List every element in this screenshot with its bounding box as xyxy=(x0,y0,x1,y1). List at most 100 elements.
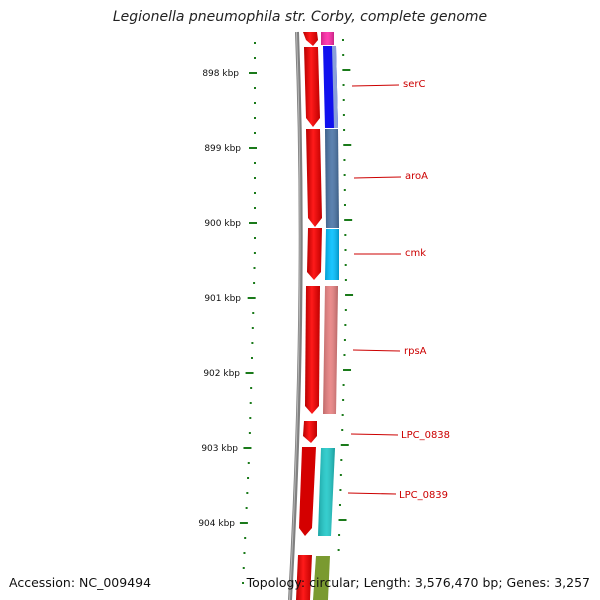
minor-tick-left xyxy=(246,492,249,494)
major-tick-right xyxy=(343,144,352,146)
tick-label: 898 kbp xyxy=(202,69,239,79)
minor-tick-left xyxy=(254,42,256,44)
minor-tick-left xyxy=(254,87,256,89)
gene-label-LPC_0839[interactable]: LPC_0839 xyxy=(399,490,448,501)
gene-shade xyxy=(325,229,339,280)
cds-arrow[interactable] xyxy=(304,47,320,127)
minor-tick-left xyxy=(250,357,253,359)
accession-text: Accession: NC_009494 xyxy=(9,575,152,590)
minor-tick-right xyxy=(343,159,346,161)
gene-shade xyxy=(321,32,334,45)
minor-tick-right xyxy=(342,399,345,401)
minor-tick-right xyxy=(343,174,346,176)
cds-arrow[interactable] xyxy=(305,286,320,414)
minor-tick-right xyxy=(344,249,347,251)
major-tick-left xyxy=(245,372,254,374)
minor-tick-right xyxy=(341,414,344,416)
minor-tick-right xyxy=(342,84,345,86)
forward-strand-track xyxy=(296,32,322,600)
minor-tick-left xyxy=(249,402,252,404)
minor-tick-left xyxy=(247,462,250,464)
leader-line xyxy=(353,176,402,179)
gene-label-LPC_0838[interactable]: LPC_0838 xyxy=(401,430,450,441)
cds-arrow[interactable] xyxy=(303,32,318,46)
topology-text: Topology: circular; Length: 3,576,470 bp… xyxy=(246,575,590,590)
gene-label-rpsA[interactable]: rpsA xyxy=(404,346,427,357)
gene-track xyxy=(313,32,339,600)
leader-line xyxy=(350,433,399,436)
major-tick-right xyxy=(345,294,354,296)
cds-arrow[interactable] xyxy=(299,447,316,536)
minor-tick-left xyxy=(254,132,256,134)
gene-labels: serC aroA cmk rpsA LPC_0838 LPC_0839 xyxy=(347,79,450,501)
minor-tick-left xyxy=(253,282,256,284)
minor-tick-left xyxy=(254,162,256,164)
gene-label-serC[interactable]: serC xyxy=(403,79,425,90)
minor-tick-left xyxy=(242,582,245,584)
gene-shade xyxy=(323,286,338,414)
minor-tick-left xyxy=(244,537,247,539)
major-tick-left xyxy=(249,147,257,149)
gene-label-aroA[interactable]: aroA xyxy=(405,171,428,182)
minor-tick-right xyxy=(339,489,342,491)
major-tick-right xyxy=(342,69,351,71)
leader-line xyxy=(352,349,401,352)
tick-label: 902 kbp xyxy=(203,369,240,379)
minor-tick-left xyxy=(243,552,246,554)
minor-tick-right xyxy=(343,339,346,341)
major-tick-right xyxy=(343,369,352,371)
minor-tick-left xyxy=(247,477,250,479)
minor-tick-right xyxy=(338,534,341,536)
major-tick-right xyxy=(340,444,349,446)
minor-tick-right xyxy=(342,54,345,56)
minor-tick-left xyxy=(254,237,256,239)
minor-tick-left xyxy=(254,177,256,179)
gene-shade xyxy=(325,129,339,228)
minor-tick-right xyxy=(342,384,345,386)
minor-tick-left xyxy=(248,432,251,434)
cds-arrow[interactable] xyxy=(306,129,322,227)
tick-label: 903 kbp xyxy=(201,444,238,454)
minor-tick-right xyxy=(342,99,345,101)
minor-tick-right xyxy=(344,324,347,326)
minor-tick-left xyxy=(250,387,253,389)
minor-tick-left xyxy=(254,192,256,194)
gene-label-cmk[interactable]: cmk xyxy=(405,248,426,259)
minor-tick-right xyxy=(343,129,346,131)
genome-backbone xyxy=(288,31,303,600)
minor-tick-left xyxy=(242,567,245,569)
tick-labels: 898 kbp 899 kbp 900 kbp 901 kbp 902 kbp … xyxy=(198,69,241,529)
leader-line xyxy=(347,492,397,495)
gene-block-serC-edge xyxy=(332,46,338,128)
minor-tick-left xyxy=(252,312,255,314)
minor-tick-right xyxy=(340,459,343,461)
major-tick-left xyxy=(243,447,252,449)
minor-tick-left xyxy=(245,507,248,509)
gene-block-unnamed[interactable] xyxy=(313,556,330,600)
minor-tick-right xyxy=(342,39,344,41)
cds-arrow[interactable] xyxy=(307,228,322,280)
tick-label: 901 kbp xyxy=(204,294,241,304)
minor-tick-right xyxy=(341,429,344,431)
tick-label: 899 kbp xyxy=(204,144,241,154)
cds-arrow[interactable] xyxy=(303,421,317,443)
minor-tick-right xyxy=(343,204,346,206)
genome-backbone-highlight xyxy=(289,31,301,600)
minor-tick-right xyxy=(343,354,346,356)
minor-tick-left xyxy=(254,102,256,104)
minor-tick-right xyxy=(344,264,347,266)
cds-arrow[interactable] xyxy=(296,555,312,600)
minor-tick-right xyxy=(339,474,342,476)
minor-tick-right xyxy=(343,189,346,191)
major-tick-left xyxy=(249,222,257,224)
genome-title: Legionella pneumophila str. Corby, compl… xyxy=(112,9,488,25)
minor-tick-right xyxy=(344,309,347,311)
minor-tick-left xyxy=(251,327,254,329)
minor-tick-left xyxy=(254,117,256,119)
ruler-right xyxy=(337,39,354,551)
minor-tick-right xyxy=(344,234,347,236)
leader-line xyxy=(351,84,400,87)
minor-tick-left xyxy=(251,342,254,344)
tick-label: 900 kbp xyxy=(204,219,241,229)
